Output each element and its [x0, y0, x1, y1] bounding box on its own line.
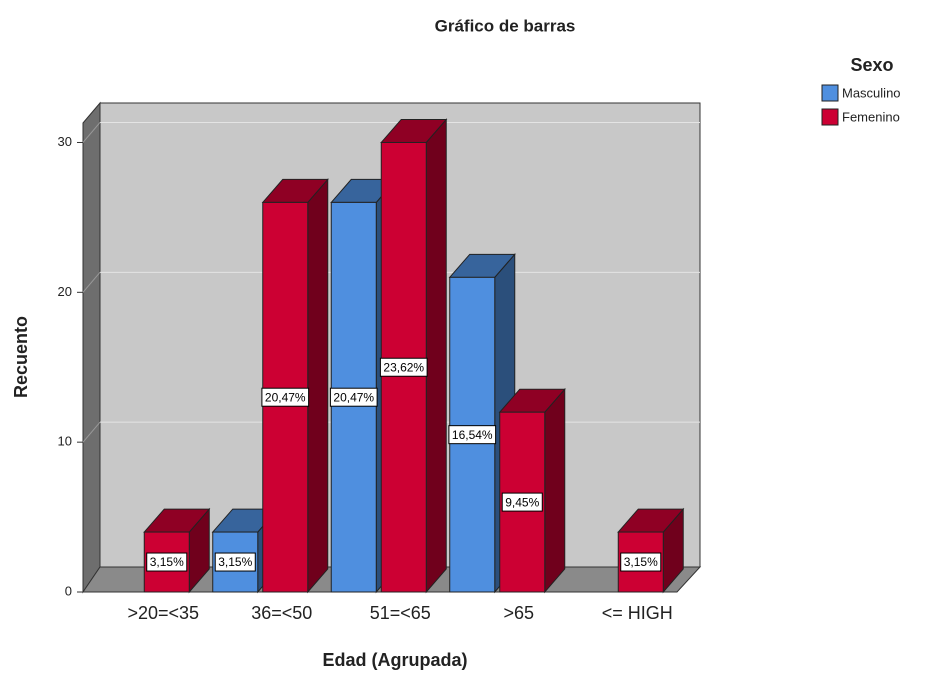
value-label-box — [379, 357, 428, 377]
value-label-box — [261, 387, 310, 407]
y-tick-label: 10 — [58, 434, 72, 449]
x-axis-title: Edad (Agrupada) — [322, 650, 467, 670]
value-label: 20,47% — [329, 387, 378, 407]
value-label-box — [501, 492, 543, 512]
value-label: 3,15% — [620, 552, 662, 572]
x-tick-label: 36=<50 — [251, 603, 312, 623]
value-label-box — [329, 387, 378, 407]
value-label-text: 9,45% — [505, 495, 539, 509]
value-label: 3,15% — [146, 552, 188, 572]
y-tick-label: 20 — [58, 284, 72, 299]
chart-title: Gráfico de barras — [435, 16, 576, 35]
value-label: 3,15% — [214, 552, 256, 572]
legend-title: Sexo — [850, 55, 893, 75]
x-tick-label: <= HIGH — [602, 603, 673, 623]
side-wall — [82, 101, 101, 594]
value-label-box — [214, 552, 256, 572]
value-label: 16,54% — [448, 425, 497, 445]
grid-line — [82, 421, 101, 443]
value-label-box — [448, 425, 497, 445]
legend-swatch — [821, 84, 839, 102]
value-label-text: 16,54% — [452, 428, 493, 442]
legend: Masculino Femenino — [821, 84, 901, 126]
y-axis-title: Recuento — [11, 316, 31, 398]
value-label-text: 23,62% — [383, 360, 424, 374]
grid-line — [82, 122, 101, 143]
bar — [261, 178, 329, 594]
legend-label: Femenino — [842, 109, 900, 124]
x-tick-label: >65 — [503, 603, 534, 623]
value-label: 9,45% — [501, 492, 543, 512]
x-tick-label: 51=<65 — [370, 603, 431, 623]
value-label-box — [146, 552, 188, 572]
value-label: 20,47% — [261, 387, 310, 407]
legend-label: Masculino — [842, 85, 901, 100]
x-tick-label: >20=<35 — [127, 603, 199, 623]
bars: 3,15% 3,15% 20,47% 20,47% 23,62% 16,54% 9,45% 3… — [143, 118, 685, 594]
bar — [498, 387, 566, 594]
value-label-text: 3,15% — [624, 555, 658, 569]
value-label-text: 3,15% — [150, 555, 184, 569]
grid-line — [82, 271, 101, 293]
value-label: 23,62% — [379, 357, 428, 377]
bar-side — [307, 178, 329, 594]
value-label-box — [620, 552, 662, 572]
y-tick-label: 30 — [58, 134, 72, 149]
value-label-text: 20,47% — [265, 390, 306, 404]
legend-swatch — [821, 108, 839, 126]
bar — [617, 507, 685, 594]
value-label-text: 3,15% — [218, 555, 252, 569]
bar-side — [544, 387, 566, 594]
value-label-text: 20,47% — [333, 390, 374, 404]
y-tick-label: 0 — [65, 583, 72, 598]
bar — [380, 118, 448, 594]
bar-side — [425, 118, 447, 594]
bar — [143, 507, 211, 594]
